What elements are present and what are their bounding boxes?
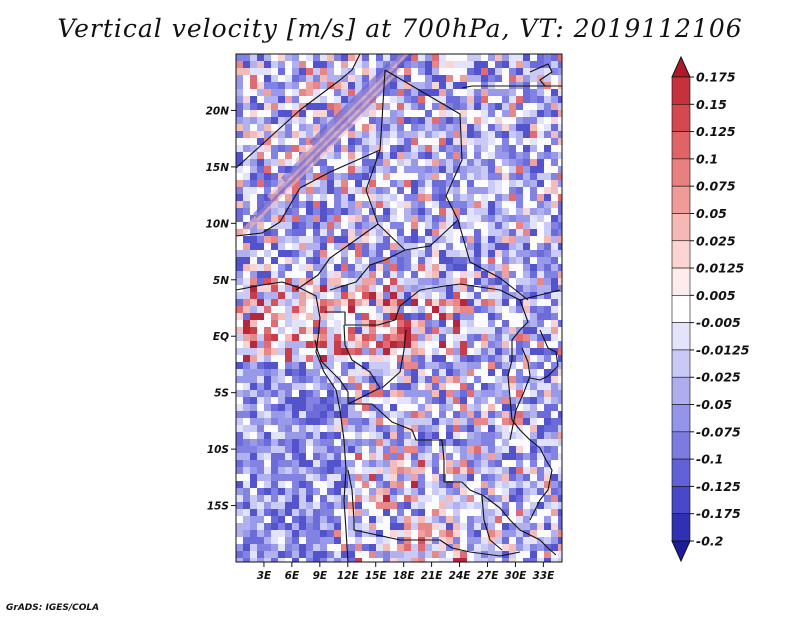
lat-tick-label: 15S xyxy=(207,501,229,513)
lon-tick-label: 3E xyxy=(257,570,272,582)
lon-tick-label: 15E xyxy=(365,570,388,582)
border-line xyxy=(529,63,553,87)
colorbar-band xyxy=(671,76,691,105)
latitude-labels: 20N 15N 10N 5N EQ 5S 10S 15S xyxy=(206,105,236,513)
border-line xyxy=(529,329,559,381)
map-frame xyxy=(235,53,563,563)
border-line xyxy=(314,339,349,404)
lat-tick-label: 20N xyxy=(206,105,230,117)
border-line xyxy=(329,249,406,291)
map-title: Vertical velocity [m/s] at 700hPa, VT: 2… xyxy=(57,14,743,43)
border-line xyxy=(381,329,407,389)
colorbar-label: 0.05 xyxy=(696,206,727,221)
lon-tick-label: 6E xyxy=(285,570,300,582)
longitude-labels: 3E 6E 9E 12E 15E 18E 21E 24E 27E 30E 33E xyxy=(257,562,555,582)
colorbar-label: 0.075 xyxy=(696,179,736,194)
colorbar-label: -0.005 xyxy=(696,315,741,330)
colorbar-band xyxy=(671,185,691,214)
border-line xyxy=(377,219,459,251)
border-line xyxy=(443,460,557,556)
colorbar-min-arrow xyxy=(671,540,691,563)
colorbar-label: -0.2 xyxy=(696,534,723,549)
border-line xyxy=(459,283,561,301)
colorbar-band xyxy=(671,240,691,269)
colorbar-band xyxy=(671,431,691,460)
border-line xyxy=(509,347,531,441)
lat-tick-label: 5N xyxy=(213,275,229,287)
border-line xyxy=(347,469,521,557)
lat-tick-label: 5S xyxy=(214,388,229,400)
colorbar-label: 0.125 xyxy=(696,124,736,139)
lon-tick-label: 18E xyxy=(393,570,416,582)
coastline xyxy=(236,281,349,562)
colorbar-label: -0.175 xyxy=(696,506,741,521)
border-line xyxy=(236,69,386,237)
colorbar-label: -0.1 xyxy=(696,452,723,467)
colorbar-label: 0.005 xyxy=(696,288,736,303)
lon-tick-label: 21E xyxy=(421,570,444,582)
border-line xyxy=(348,403,445,461)
colorbar-band xyxy=(671,458,691,487)
colorbar-label: 0.175 xyxy=(696,70,736,85)
colorbar-label: -0.025 xyxy=(696,370,741,385)
lon-tick-label: 24E xyxy=(449,570,472,582)
lon-tick-label: 30E xyxy=(505,570,528,582)
colorbar-band xyxy=(671,376,691,405)
colorbar-max-arrow xyxy=(671,55,691,78)
border-line xyxy=(236,54,361,169)
lat-tick-label: 10S xyxy=(207,444,229,456)
border-line xyxy=(325,283,461,326)
colorbar-band xyxy=(671,404,691,433)
colorbar-label: -0.0125 xyxy=(696,342,750,357)
lon-tick-label: 9E xyxy=(313,570,328,582)
colorbar-band xyxy=(671,295,691,323)
lat-tick-label: 10N xyxy=(206,218,230,230)
border-line xyxy=(507,299,529,421)
colorbar-label: 0.1 xyxy=(696,151,718,166)
colorbar: 0.175 0.15 0.125 0.1 0.075 0.05 0.025 0.0125 0.0… xyxy=(671,55,750,563)
colorbar-band xyxy=(671,131,691,160)
colorbar-band xyxy=(671,513,691,542)
border-line xyxy=(481,495,503,551)
colorbar-label: 0.15 xyxy=(696,97,727,112)
lat-tick-label: 15N xyxy=(206,162,230,174)
colorbar-band xyxy=(671,213,691,242)
lon-tick-label: 33E xyxy=(532,570,555,582)
colorbar-label: 0.0125 xyxy=(696,261,745,276)
colorbar-band xyxy=(671,158,691,187)
colorbar-band xyxy=(671,322,691,351)
colorbar-band xyxy=(671,267,691,296)
border-line xyxy=(461,85,562,89)
country-borders xyxy=(236,54,562,562)
colorbar-label: -0.075 xyxy=(696,424,741,439)
lat-tick-label: EQ xyxy=(213,331,229,343)
lon-tick-label: 27E xyxy=(477,570,500,582)
border-line xyxy=(295,149,381,291)
colorbar-band xyxy=(671,103,691,132)
colorbar-label: -0.05 xyxy=(696,397,732,412)
colorbar-band xyxy=(671,486,691,515)
lon-tick-label: 12E xyxy=(337,570,360,582)
colorbar-label: 0.025 xyxy=(696,233,736,248)
grads-credit: GrADS: IGES/COLA xyxy=(6,603,100,613)
border-line xyxy=(511,419,553,521)
colorbar-band xyxy=(671,349,691,378)
border-line xyxy=(343,324,381,405)
colorbar-label: -0.125 xyxy=(696,479,741,494)
